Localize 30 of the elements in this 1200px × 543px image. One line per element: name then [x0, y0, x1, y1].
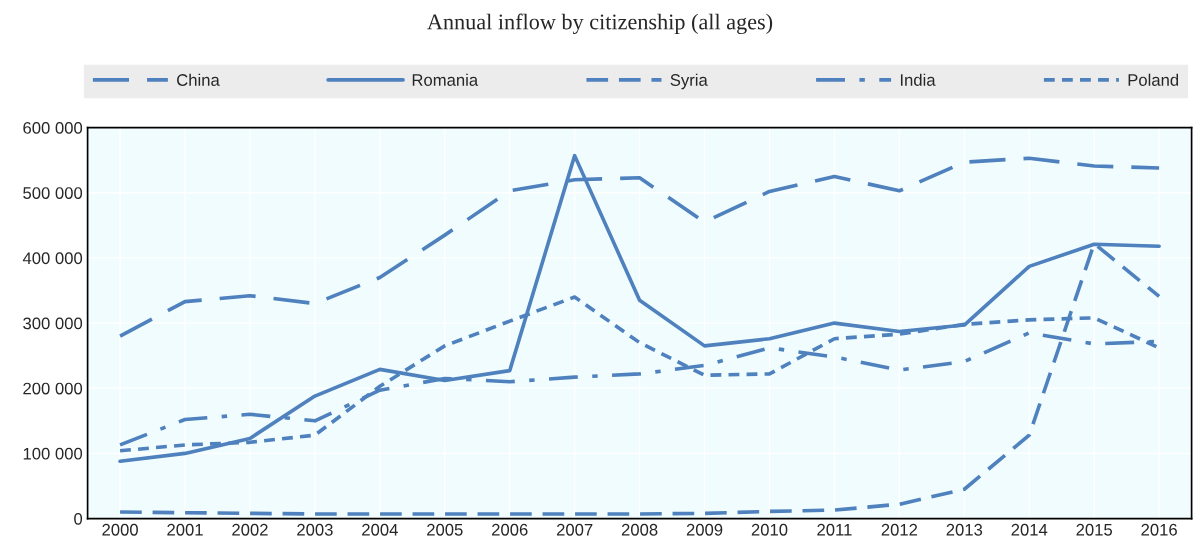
x-tick-label: 2011: [817, 523, 852, 536]
x-tick-label: 2015: [1076, 523, 1113, 536]
legend-label: Romania: [412, 73, 479, 86]
x-tick-label: 2009: [686, 523, 723, 536]
y-tick-label: 200 000: [23, 382, 83, 395]
y-tick-label: 100 000: [23, 447, 83, 460]
y-tick-label: 400 000: [22, 252, 83, 265]
x-tick-label: 2006: [492, 523, 528, 536]
legend-label: Poland: [1128, 73, 1179, 86]
x-tick-label: 2008: [621, 523, 658, 536]
x-tick-label: 2001: [167, 523, 203, 536]
y-tick-label: 600 000: [23, 122, 83, 134]
x-tick-label: 2012: [881, 523, 918, 536]
y-tick-label: 300 000: [23, 317, 83, 330]
x-tick-label: 2014: [1011, 523, 1048, 536]
chart-title: Annual inflow by citizenship (all ages): [427, 13, 773, 35]
x-tick-label: 2005: [427, 523, 463, 536]
x-tick-label: 2007: [556, 523, 593, 536]
y-tick-label: 500 000: [23, 187, 83, 199]
legend-label: Syria: [670, 73, 708, 90]
y-tick-label: 0: [74, 512, 83, 525]
x-tick-label: 2013: [946, 523, 983, 536]
legend-label: India: [900, 73, 936, 86]
x-tick-label: 2000: [102, 523, 138, 536]
x-tick-label: 2010: [751, 523, 788, 536]
x-tick-label: 2016: [1141, 523, 1177, 536]
legend-label: China: [177, 73, 220, 86]
x-tick-label: 2003: [297, 523, 333, 536]
x-tick-label: 2004: [362, 523, 398, 536]
x-tick-label: 2002: [232, 523, 268, 536]
